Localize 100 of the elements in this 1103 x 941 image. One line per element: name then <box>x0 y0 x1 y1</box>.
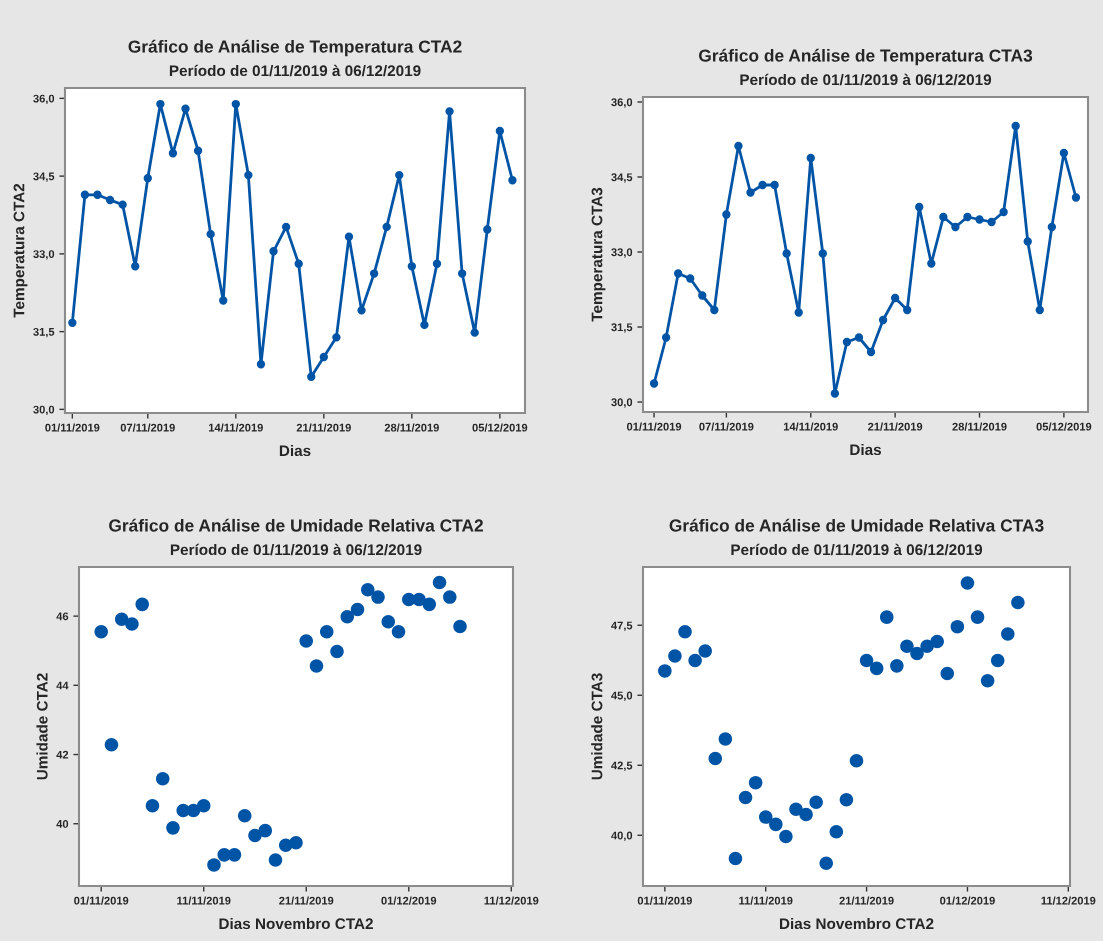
y-tick-label: 33,0 <box>33 250 55 260</box>
x-tick-label: 11/12/2019 <box>484 896 539 905</box>
point <box>319 624 334 639</box>
point <box>722 210 731 219</box>
point <box>758 180 767 190</box>
x-tick-label: 01/11/2019 <box>637 896 692 905</box>
point <box>432 575 447 590</box>
chart-title: Gráfico de Análise de Umidade Relativa CTA3 <box>669 518 1044 532</box>
point <box>256 360 266 369</box>
point <box>268 853 283 867</box>
point <box>673 269 683 278</box>
point <box>483 225 492 234</box>
point <box>718 732 733 746</box>
chart-subtitle: Período de 01/11/2019 à 06/12/2019 <box>731 543 983 556</box>
y-tick-label: 31,5 <box>611 323 633 333</box>
point <box>289 835 303 850</box>
point <box>420 320 429 330</box>
point <box>960 576 975 590</box>
point <box>258 823 273 838</box>
point <box>819 856 834 871</box>
y-tick-label: 44 <box>56 681 69 690</box>
point <box>457 269 467 278</box>
point <box>299 634 314 648</box>
point <box>181 104 190 113</box>
point <box>166 821 180 835</box>
point <box>878 315 888 325</box>
x-tick-label: 14/11/2019 <box>783 422 838 431</box>
y-tick-label: 36,0 <box>611 98 633 108</box>
y-axis-title: Temperatura CTA3 <box>591 187 606 322</box>
point <box>395 170 404 180</box>
point <box>206 230 215 239</box>
point <box>927 259 936 268</box>
point <box>369 269 379 278</box>
point <box>789 802 803 817</box>
point <box>890 659 904 673</box>
point <box>818 249 827 258</box>
x-tick-label: 07/11/2019 <box>120 423 175 432</box>
point <box>382 222 391 232</box>
y-axis-title: Umidade CTA2 <box>36 673 48 780</box>
point <box>196 798 211 813</box>
x-axis-title: Dias <box>279 444 311 457</box>
point <box>105 195 115 205</box>
point <box>748 775 763 790</box>
point <box>344 232 354 241</box>
point <box>237 809 252 823</box>
x-tick-label: 11/11/2019 <box>739 896 793 905</box>
x-tick-label: 01/12/2019 <box>381 896 437 905</box>
chart-subtitle: Período de 01/11/2019 à 06/12/2019 <box>740 73 992 86</box>
point <box>125 617 139 631</box>
x-tick-label: 28/11/2019 <box>384 423 439 432</box>
point <box>1071 193 1081 202</box>
point <box>854 333 864 342</box>
x-tick-label: 01/11/2019 <box>626 422 682 431</box>
point <box>309 659 324 673</box>
point <box>357 306 366 315</box>
point <box>839 792 854 807</box>
x-tick-label: 07/11/2019 <box>699 422 754 431</box>
x-tick-label: 11/12/2019 <box>1041 896 1096 905</box>
x-tick-label: 21/11/2019 <box>279 896 334 905</box>
point <box>678 624 692 639</box>
point <box>114 612 129 627</box>
point <box>118 200 127 209</box>
point <box>1035 305 1044 315</box>
point <box>698 644 712 658</box>
point <box>879 610 894 624</box>
point <box>728 851 743 866</box>
x-tick-label: 01/11/2019 <box>74 896 129 905</box>
point <box>412 592 426 607</box>
point <box>849 754 864 768</box>
point <box>1059 148 1069 158</box>
point <box>294 259 303 268</box>
y-tick-label: 40 <box>56 819 69 828</box>
x-axis-title: Dias Novembro CTA2 <box>779 917 934 930</box>
point <box>80 190 90 199</box>
point <box>219 296 228 305</box>
point <box>658 664 672 678</box>
point <box>1001 627 1015 641</box>
point <box>186 803 201 818</box>
point <box>829 824 844 839</box>
point <box>794 308 803 317</box>
point <box>698 291 707 300</box>
point <box>951 222 960 232</box>
point <box>987 217 996 227</box>
point <box>668 649 682 663</box>
point <box>495 126 505 136</box>
x-tick-label: 21/11/2019 <box>296 423 351 432</box>
point <box>830 389 840 398</box>
point <box>940 666 955 681</box>
point <box>869 661 884 676</box>
point <box>734 141 743 151</box>
point <box>708 751 723 766</box>
point <box>143 174 152 183</box>
point <box>1011 595 1025 610</box>
y-tick-label: 31,5 <box>33 327 55 338</box>
point <box>661 333 671 342</box>
point <box>244 170 253 180</box>
point <box>156 99 165 109</box>
point <box>193 146 203 155</box>
x-axis-title: Dias Novembro CTA2 <box>219 917 373 930</box>
point <box>407 262 416 271</box>
